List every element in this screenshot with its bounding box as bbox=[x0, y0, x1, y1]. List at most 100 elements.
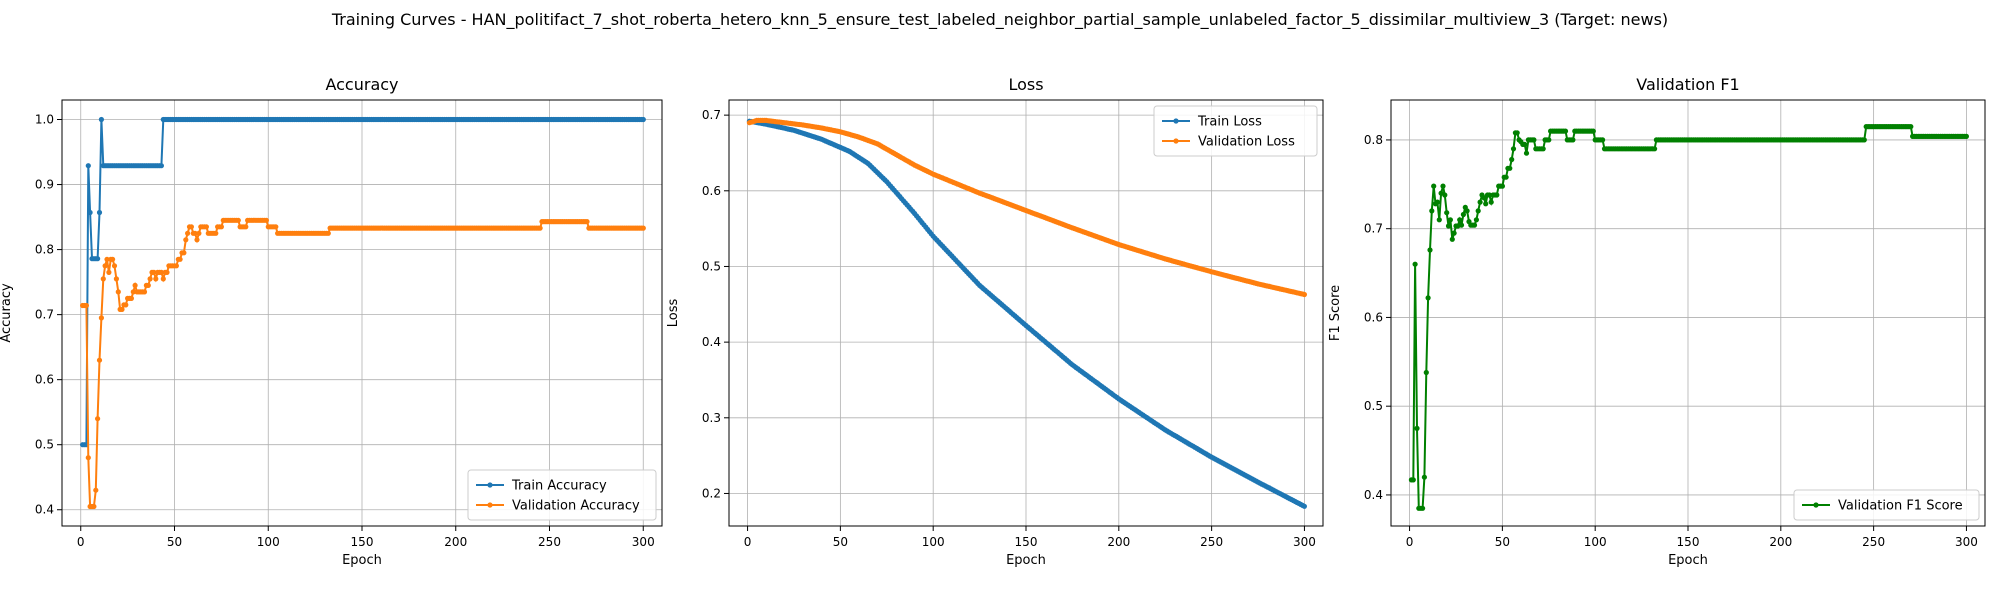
x-tick-label: 200 bbox=[1107, 535, 1130, 549]
data-point bbox=[1510, 146, 1517, 152]
data-point bbox=[1447, 217, 1453, 223]
data-point bbox=[98, 116, 104, 123]
data-point bbox=[1908, 124, 1914, 130]
data-point bbox=[1457, 217, 1463, 223]
data-point bbox=[153, 276, 159, 282]
data-point bbox=[194, 237, 200, 243]
x-tick-label: 200 bbox=[1769, 535, 1792, 549]
data-point bbox=[158, 163, 164, 169]
x-tick-label: 300 bbox=[1955, 535, 1978, 549]
data-point bbox=[102, 263, 108, 269]
legend: Train Loss Validation Loss bbox=[1153, 105, 1318, 157]
data-point bbox=[1652, 146, 1658, 152]
panel-title: Loss bbox=[1008, 75, 1043, 94]
data-point bbox=[1486, 192, 1492, 198]
data-point bbox=[104, 256, 110, 262]
legend-label: Validation F1 Score bbox=[1838, 499, 1963, 514]
data-point bbox=[1600, 137, 1606, 143]
data-point bbox=[203, 224, 209, 230]
data-point bbox=[1431, 183, 1437, 189]
data-point bbox=[640, 225, 646, 231]
data-point bbox=[273, 224, 279, 230]
data-point bbox=[1473, 217, 1479, 223]
series-line bbox=[749, 120, 1305, 508]
x-tick-label: 50 bbox=[167, 535, 182, 549]
data-point bbox=[87, 209, 93, 216]
data-point bbox=[263, 217, 269, 223]
legend: Validation F1 Score bbox=[1793, 489, 1980, 521]
y-tick-label: 0.4 bbox=[1364, 488, 1383, 502]
data-point bbox=[128, 295, 134, 301]
y-tick-label: 0.6 bbox=[35, 373, 54, 387]
data-point bbox=[325, 230, 331, 236]
data-point bbox=[1429, 208, 1435, 214]
x-tick-label: 0 bbox=[1406, 535, 1414, 549]
data-point bbox=[1494, 192, 1500, 198]
y-axis-label: Loss bbox=[666, 299, 681, 328]
data-point bbox=[1427, 247, 1433, 253]
data-point bbox=[1464, 208, 1470, 214]
data-point bbox=[98, 315, 104, 321]
data-point bbox=[213, 230, 219, 236]
data-point bbox=[164, 269, 170, 275]
data-point bbox=[1471, 222, 1478, 228]
legend-swatch-marker bbox=[1173, 138, 1179, 144]
legend-swatch-marker bbox=[1173, 118, 1179, 124]
data-point bbox=[85, 455, 91, 461]
data-point bbox=[91, 503, 97, 510]
legend-box bbox=[1793, 489, 1980, 521]
y-axis-label: Accuracy bbox=[0, 283, 14, 343]
y-axis-label: F1 Score bbox=[1328, 285, 1343, 341]
y-tick-label: 0.7 bbox=[702, 108, 721, 122]
data-point bbox=[160, 276, 166, 282]
legend-label: Validation Loss bbox=[1198, 135, 1295, 150]
panel-title: Validation F1 bbox=[1636, 75, 1739, 94]
x-tick-label: 0 bbox=[77, 535, 85, 549]
y-tick-label: 0.3 bbox=[702, 411, 721, 425]
data-point bbox=[1531, 137, 1537, 143]
data-point bbox=[173, 263, 179, 269]
validation-f1-panel: 0 50 100 150 200 250 300 0.4 0.5 0.6 0.7 0.8 Validat… bbox=[1328, 75, 1986, 568]
data-point bbox=[1570, 137, 1576, 143]
data-point bbox=[1590, 128, 1596, 134]
data-point bbox=[183, 237, 189, 243]
loss-panel: 0 50 100 150 200 250 300 0.2 0.3 0.4 0.5 0.6 0.7 Loss… bbox=[666, 75, 1324, 568]
data-point bbox=[145, 282, 151, 288]
data-point bbox=[1475, 208, 1481, 214]
data-point bbox=[1562, 128, 1569, 134]
x-axis-label: Epoch bbox=[342, 553, 382, 568]
y-tick-label: 0.2 bbox=[702, 486, 721, 500]
data-point bbox=[1410, 477, 1416, 483]
data-point bbox=[1420, 505, 1426, 511]
series-validation-loss bbox=[746, 117, 1307, 298]
data-point bbox=[1412, 261, 1418, 267]
data-point bbox=[1442, 192, 1448, 198]
data-point bbox=[93, 487, 99, 493]
data-point bbox=[158, 269, 164, 275]
x-tick-label: 100 bbox=[922, 535, 945, 549]
legend-box bbox=[467, 469, 657, 521]
data-point bbox=[1509, 156, 1515, 163]
series-train-loss bbox=[746, 118, 1307, 509]
y-tick-label: 0.6 bbox=[702, 184, 721, 198]
data-point bbox=[151, 269, 157, 275]
data-point bbox=[141, 289, 148, 295]
data-point bbox=[1445, 223, 1452, 229]
data-point bbox=[1423, 369, 1429, 376]
x-axis-label: Epoch bbox=[1668, 553, 1708, 568]
data-point bbox=[218, 224, 224, 230]
legend-label: Train Accuracy bbox=[511, 479, 607, 494]
y-tick-label: 0.6 bbox=[1364, 310, 1383, 324]
data-point bbox=[132, 282, 138, 288]
x-tick-label: 50 bbox=[1495, 535, 1510, 549]
legend-swatch-marker bbox=[1813, 502, 1819, 508]
legend-label: Train Loss bbox=[1197, 115, 1262, 130]
data-point bbox=[1460, 211, 1466, 218]
y-tick-label: 0.5 bbox=[35, 438, 54, 452]
data-point bbox=[1458, 222, 1465, 228]
x-tick-label: 250 bbox=[538, 535, 561, 549]
data-point bbox=[177, 256, 183, 262]
data-point bbox=[1436, 217, 1442, 223]
data-point bbox=[537, 225, 543, 231]
